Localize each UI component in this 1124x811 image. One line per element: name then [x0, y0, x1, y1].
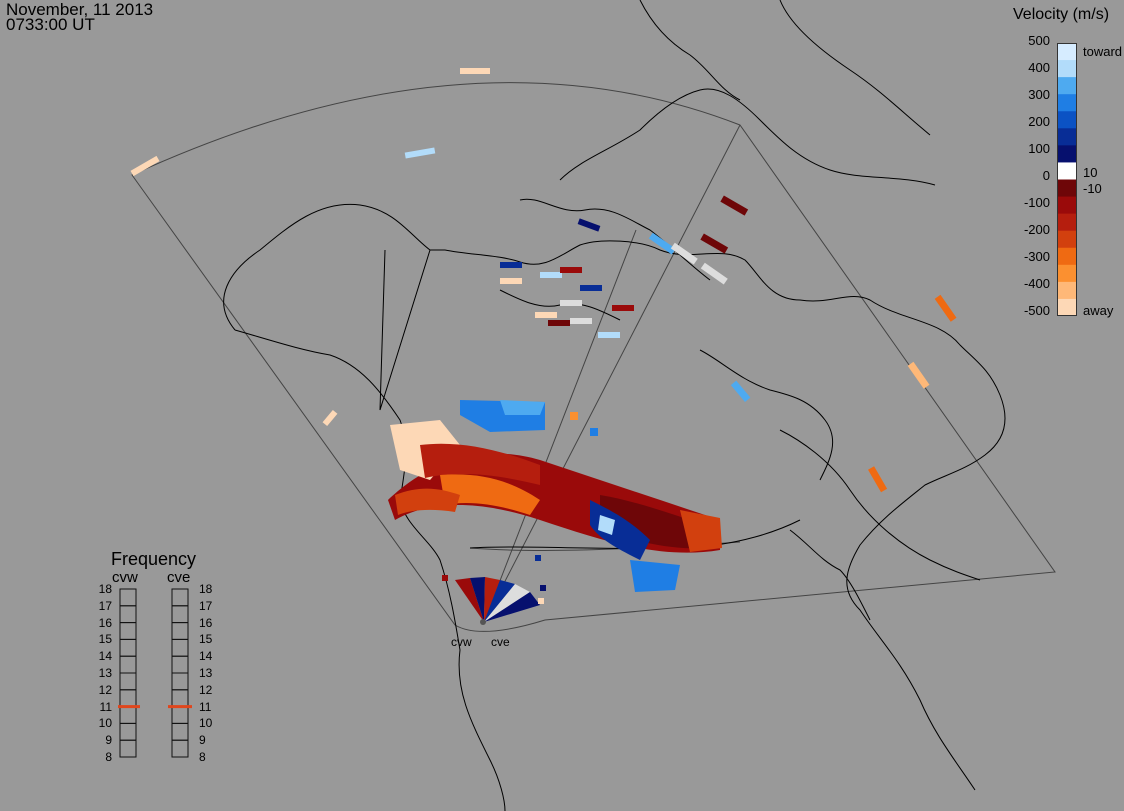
frequency-cell: [171, 622, 189, 640]
frequency-radar-cve: cve: [167, 569, 191, 586]
frequency-tick-left: 11: [99, 699, 112, 714]
frequency-tick-right: 11: [199, 699, 212, 714]
colorbar-tick-label: 400: [1028, 60, 1050, 75]
colorbar-segment: [1057, 264, 1077, 283]
frequency-tick-right: 18: [199, 582, 213, 596]
frequency-cell: [119, 706, 137, 724]
colorbar-segment: [1057, 77, 1077, 95]
coastlines: [223, 0, 1006, 811]
frequency-tick-right: 16: [199, 615, 213, 630]
frequency-cell: [171, 689, 189, 708]
frequency-cell: [119, 638, 137, 657]
colorbar-tick-label: 200: [1028, 114, 1050, 129]
frequency-tick-left: 9: [105, 733, 112, 748]
frequency-cell: [171, 672, 189, 691]
frequency-tick-right: 17: [199, 598, 213, 613]
frequency-tick-left: 15: [98, 632, 112, 647]
frequency-cell: [171, 655, 189, 674]
colorbar-segment: [1057, 43, 1077, 61]
frequency-tick-left: 12: [98, 682, 112, 697]
colorbar-inner-tick-pos: 10: [1083, 165, 1098, 180]
colorbar-tick-label: 100: [1028, 141, 1050, 156]
colorbar-segment: [1057, 162, 1077, 180]
field-of-view-outline: [131, 82, 1056, 632]
frequency-tick-right: 10: [199, 716, 213, 731]
frequency-radar-cvw: cvw: [112, 569, 138, 586]
colorbar-segment: [1057, 128, 1077, 146]
frequency-cell: [171, 588, 189, 607]
time-label: 0733:00 UT: [6, 15, 95, 34]
colorbar-tick-label: 0: [1042, 168, 1050, 183]
radar-label-cvw: cvw: [451, 635, 472, 649]
colorbar-tick-label: 300: [1028, 87, 1050, 102]
velocity-colorbar: [1057, 43, 1077, 316]
colorbar-tick-label: -500: [1023, 303, 1050, 318]
frequency-tick-right: 8: [199, 750, 206, 764]
colorbar-segment: [1057, 145, 1077, 163]
frequency-cell: [171, 706, 189, 724]
frequency-tick-right: 14: [199, 649, 213, 664]
colorbar-away-label: away: [1083, 303, 1114, 318]
colorbar-segment: [1057, 281, 1077, 300]
frequency-cell: [119, 605, 137, 624]
frequency-cell: [119, 739, 137, 758]
frequency-cell: [119, 689, 137, 708]
colorbar-segment: [1057, 94, 1077, 112]
frequency-tick-left: 10: [98, 716, 112, 731]
frequency-tick-right: 12: [199, 682, 213, 697]
colorbar-segment: [1057, 196, 1077, 215]
colorbar-tick-label: -100: [1023, 195, 1050, 210]
colorbar-segment: [1057, 111, 1077, 129]
colorbar-tick-label: -300: [1023, 249, 1050, 264]
near-radar-fan: [442, 555, 546, 622]
frequency-title: Frequency: [111, 549, 197, 569]
frequency-cell: [171, 722, 189, 741]
frequency-cell: [171, 605, 189, 624]
colorbar-tick-label: -200: [1023, 222, 1050, 237]
radar-site-marker: [480, 619, 486, 625]
frequency-cell: [119, 672, 137, 691]
colorbar-inner-tick-neg: -10: [1083, 181, 1102, 196]
date-label: November, 11 2013: [6, 0, 154, 19]
colorbar-segment: [1057, 179, 1077, 198]
colorbar-tick-label: 500: [1028, 33, 1050, 48]
frequency-cell: [171, 739, 189, 758]
colorbar-segment: [1057, 298, 1077, 316]
frequency-tick-right: 15: [199, 632, 213, 647]
colorbar-segment: [1057, 230, 1077, 249]
echo-band: [388, 400, 722, 592]
scatter-cells: [130, 68, 957, 493]
frequency-marker: [168, 705, 192, 709]
frequency-tick-right: 9: [199, 733, 206, 748]
frequency-tick-left: 14: [98, 649, 112, 664]
frequency-tick-left: 17: [98, 598, 112, 613]
frequency-marker: [118, 705, 140, 709]
colorbar-segment: [1057, 60, 1077, 78]
radar-label-cve: cve: [491, 635, 510, 649]
colorbar-tick-label: -400: [1023, 276, 1050, 291]
frequency-tick-left: 18: [98, 582, 112, 596]
frequency-tick-left: 13: [98, 666, 112, 680]
colorbar-title: Velocity (m/s): [1013, 6, 1110, 23]
frequency-gauges: [118, 588, 192, 758]
colorbar-segment: [1057, 247, 1077, 266]
frequency-cell: [119, 622, 137, 640]
frequency-cell: [119, 588, 137, 607]
frequency-cell: [119, 722, 137, 741]
frequency-cell: [171, 638, 189, 657]
frequency-tick-right: 13: [199, 666, 213, 680]
colorbar-toward-label: toward: [1083, 44, 1123, 59]
colorbar-border: [1057, 43, 1077, 316]
frequency-tick-left: 8: [105, 750, 112, 764]
frequency-cell: [119, 655, 137, 674]
frequency-tick-left: 16: [98, 615, 112, 630]
colorbar-segment: [1057, 213, 1077, 232]
